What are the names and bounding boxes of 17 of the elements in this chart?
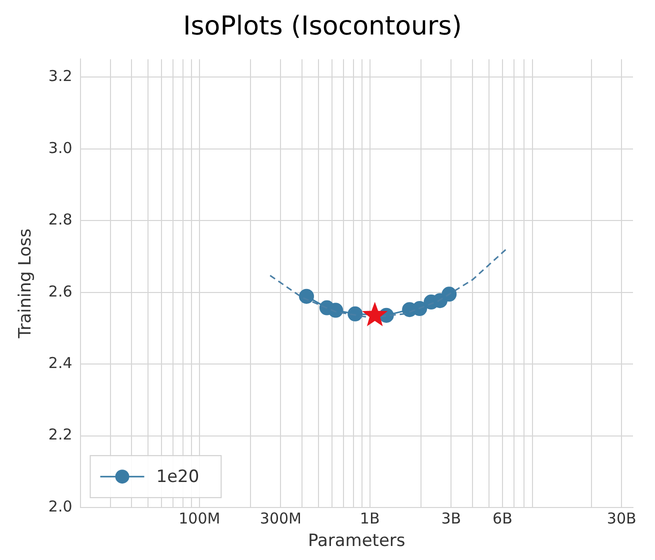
legend-label: 1e20 [156, 467, 200, 488]
x-tick-label: 6B [492, 509, 512, 528]
y-tick-label: 2.6 [48, 282, 72, 300]
y-tick-label: 3.2 [48, 67, 72, 86]
y-tick-label: 2.2 [48, 426, 72, 444]
x-tick-label: 30B [606, 509, 636, 528]
x-axis-title: Parameters [308, 531, 406, 552]
x-tick-label: 300M [260, 509, 302, 528]
x-tick-label: 100M [178, 509, 220, 528]
y-tick-label: 2.4 [48, 354, 72, 372]
chart-title: IsoPlots (Isocontours) [183, 11, 462, 42]
y-tick-label: 3.0 [48, 138, 72, 157]
y-tick-label: 2.8 [48, 210, 72, 229]
y-tick-label: 2.0 [48, 497, 72, 516]
y-axis-title: Training Loss [16, 228, 36, 340]
x-tick-label: 1B [360, 509, 380, 528]
x-tick-label: 3B [441, 509, 462, 528]
